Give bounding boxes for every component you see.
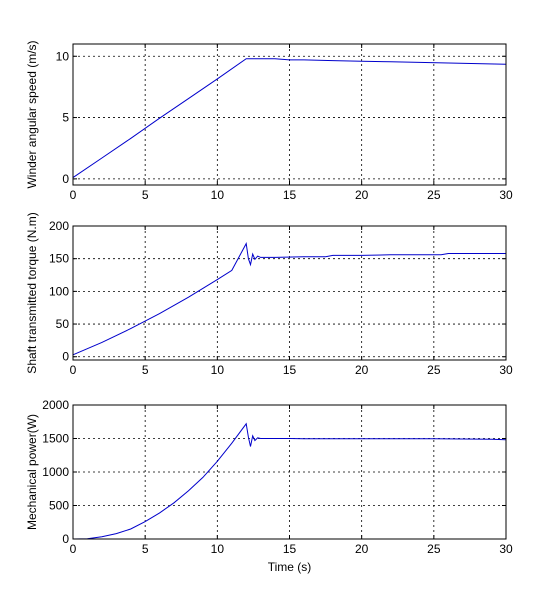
tick-layer: 0 5 10 15 20 25 30 0 500 1000 1500 2000	[42, 398, 513, 556]
x-tick-label: 30	[499, 542, 513, 556]
x-tick-label: 5	[142, 542, 149, 556]
series-layer	[72, 242, 506, 356]
y-tick-label: 50	[56, 317, 70, 331]
x-tick-label: 25	[427, 542, 441, 556]
y-tick-label: 500	[49, 499, 69, 513]
subplot-shaft-torque: 0 5 10 15 20 25 30 0 50 100 150 200 Shaft transmitt…	[25, 212, 513, 377]
y-tick-label: 0	[62, 350, 69, 364]
x-tick-label: 25	[427, 363, 441, 377]
y-tick-label: 0	[62, 532, 69, 546]
subplot-winder-speed: 0 5 10 15 20 25 30 0 5 10 Winder angular speed (m…	[25, 40, 513, 202]
y-tick-label: 5	[62, 111, 69, 125]
x-tick-label: 15	[283, 188, 297, 202]
x-tick-label: 10	[211, 188, 225, 202]
x-axis-label: Time (s)	[268, 560, 312, 574]
series-line-0	[72, 422, 507, 540]
y-tick-label: 1000	[42, 465, 69, 479]
y-tick-label: 100	[49, 284, 69, 298]
y-tick-label: 1500	[42, 432, 69, 446]
x-tick-label: 20	[355, 363, 369, 377]
y-tick-label: 10	[56, 49, 70, 63]
grid	[73, 44, 506, 185]
series-layer	[72, 58, 507, 179]
x-tick-label: 5	[142, 363, 149, 377]
series-line-0	[72, 242, 506, 356]
x-tick-label: 15	[283, 542, 297, 556]
x-tick-label: 0	[70, 363, 77, 377]
y-tick-label: 150	[49, 252, 69, 266]
y-axis-label: Winder angular speed (m/s)	[25, 40, 39, 188]
series-line-0	[72, 58, 507, 179]
x-tick-label: 15	[283, 363, 297, 377]
x-tick-label: 0	[70, 542, 77, 556]
subplot-mechanical-power: 0 5 10 15 20 25 30 0 500 1000 1500 2000 Mechanical …	[25, 398, 513, 574]
x-tick-label: 10	[211, 363, 225, 377]
series-layer	[72, 422, 507, 540]
x-tick-label: 20	[355, 542, 369, 556]
x-tick-label: 20	[355, 188, 369, 202]
x-tick-label: 25	[427, 188, 441, 202]
y-tick-label: 200	[49, 219, 69, 233]
y-tick-label: 0	[62, 172, 69, 186]
x-tick-label: 0	[70, 188, 77, 202]
x-tick-label: 30	[499, 363, 513, 377]
y-axis-label: Mechanical power(W)	[25, 414, 39, 530]
y-tick-label: 2000	[42, 398, 69, 412]
x-tick-label: 5	[142, 188, 149, 202]
x-tick-label: 10	[211, 542, 225, 556]
tick-layer: 0 5 10 15 20 25 30 0 5 10	[56, 44, 513, 202]
tick-layer: 0 5 10 15 20 25 30 0 50 100 150 200	[49, 219, 513, 377]
y-axis-label: Shaft transmitted torque (N.m)	[25, 212, 39, 373]
x-tick-label: 30	[499, 188, 513, 202]
